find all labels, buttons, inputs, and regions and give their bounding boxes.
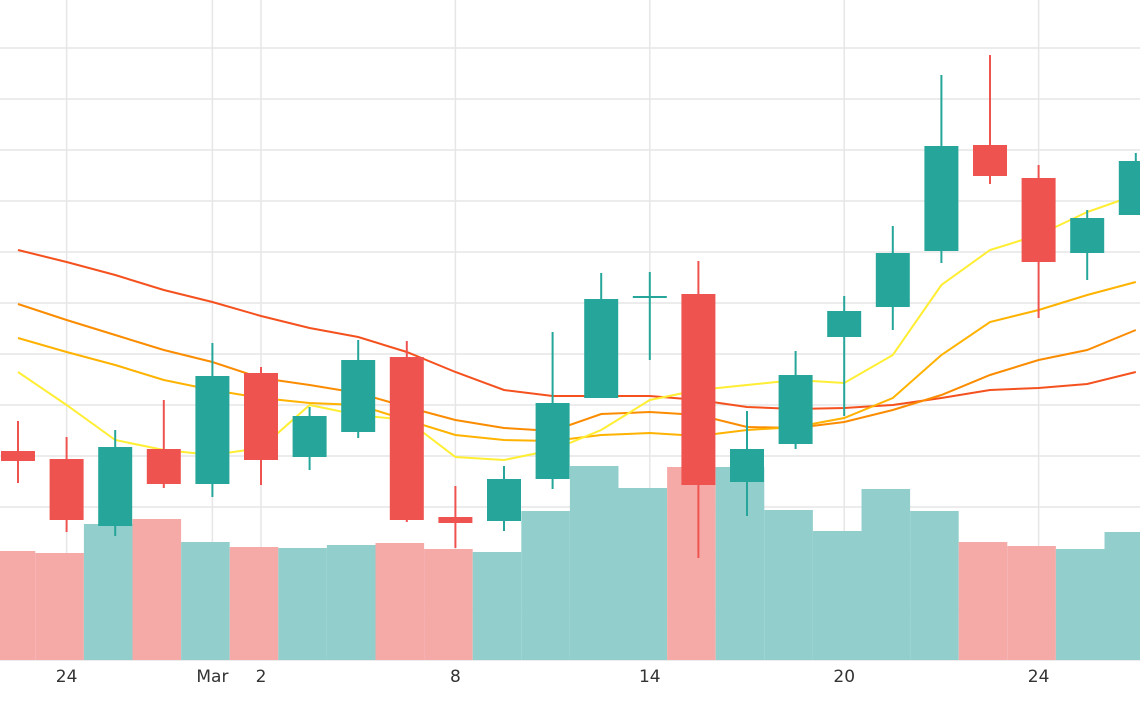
x-tick-label: 20 (833, 667, 855, 687)
volume-bar (278, 548, 327, 660)
x-tick-label: 2 (256, 667, 267, 687)
candle-body (146, 449, 181, 484)
volume-bar (812, 531, 862, 660)
candle-body (1118, 161, 1140, 215)
candle-body (535, 403, 570, 479)
candle-body (681, 294, 716, 485)
candle-body (341, 360, 376, 432)
volume-bar (569, 466, 619, 660)
volume-bar (326, 545, 376, 660)
volume-bar (1104, 532, 1140, 660)
volume-bar (229, 547, 279, 660)
candle-body (973, 145, 1007, 176)
x-tick-label: 14 (639, 667, 661, 687)
candle-body (487, 479, 521, 521)
moving-average-line (17, 303, 1137, 433)
volume-bar (424, 549, 473, 660)
volume-bar (618, 488, 668, 660)
candle-body (875, 253, 910, 307)
x-tick-label: 8 (450, 667, 461, 687)
x-tick-label: 24 (1028, 667, 1050, 687)
candle-body (730, 449, 764, 482)
candle-body (1070, 218, 1105, 253)
candle-body (195, 376, 230, 484)
volume-bar (375, 543, 425, 660)
moving-average-line (17, 249, 1137, 411)
candle-body (1021, 178, 1056, 262)
candle-body (389, 357, 424, 520)
volume-bar (1055, 549, 1105, 660)
candle-body (924, 146, 959, 251)
volume-bar (667, 467, 716, 660)
volume-bar (181, 542, 230, 660)
x-tick-label: Mar (196, 667, 228, 687)
volume-bar (715, 467, 765, 660)
volume-bar (472, 552, 522, 660)
volume-bar (958, 542, 1008, 660)
candle-body (632, 296, 667, 298)
candle-body (778, 375, 813, 444)
volume-bar (83, 524, 133, 660)
moving-average-line (17, 194, 1137, 462)
volume-bar (861, 489, 911, 660)
volume-bar (0, 551, 36, 660)
candle-body (584, 299, 619, 398)
volume-bar (910, 511, 959, 660)
x-tick-label: 24 (56, 667, 78, 687)
volume-bar (764, 510, 813, 660)
volume-bar (35, 553, 84, 660)
moving-average-line (17, 281, 1137, 443)
candle-body (438, 517, 473, 523)
volume-bar (1007, 546, 1056, 660)
candle-body (1, 451, 35, 461)
candle-body (292, 416, 327, 457)
candle-body (244, 373, 278, 460)
candle-body (827, 311, 862, 337)
candle-body (49, 459, 84, 520)
volume-bar (132, 519, 182, 660)
candle-body (98, 447, 133, 526)
volume-bar (521, 511, 570, 660)
